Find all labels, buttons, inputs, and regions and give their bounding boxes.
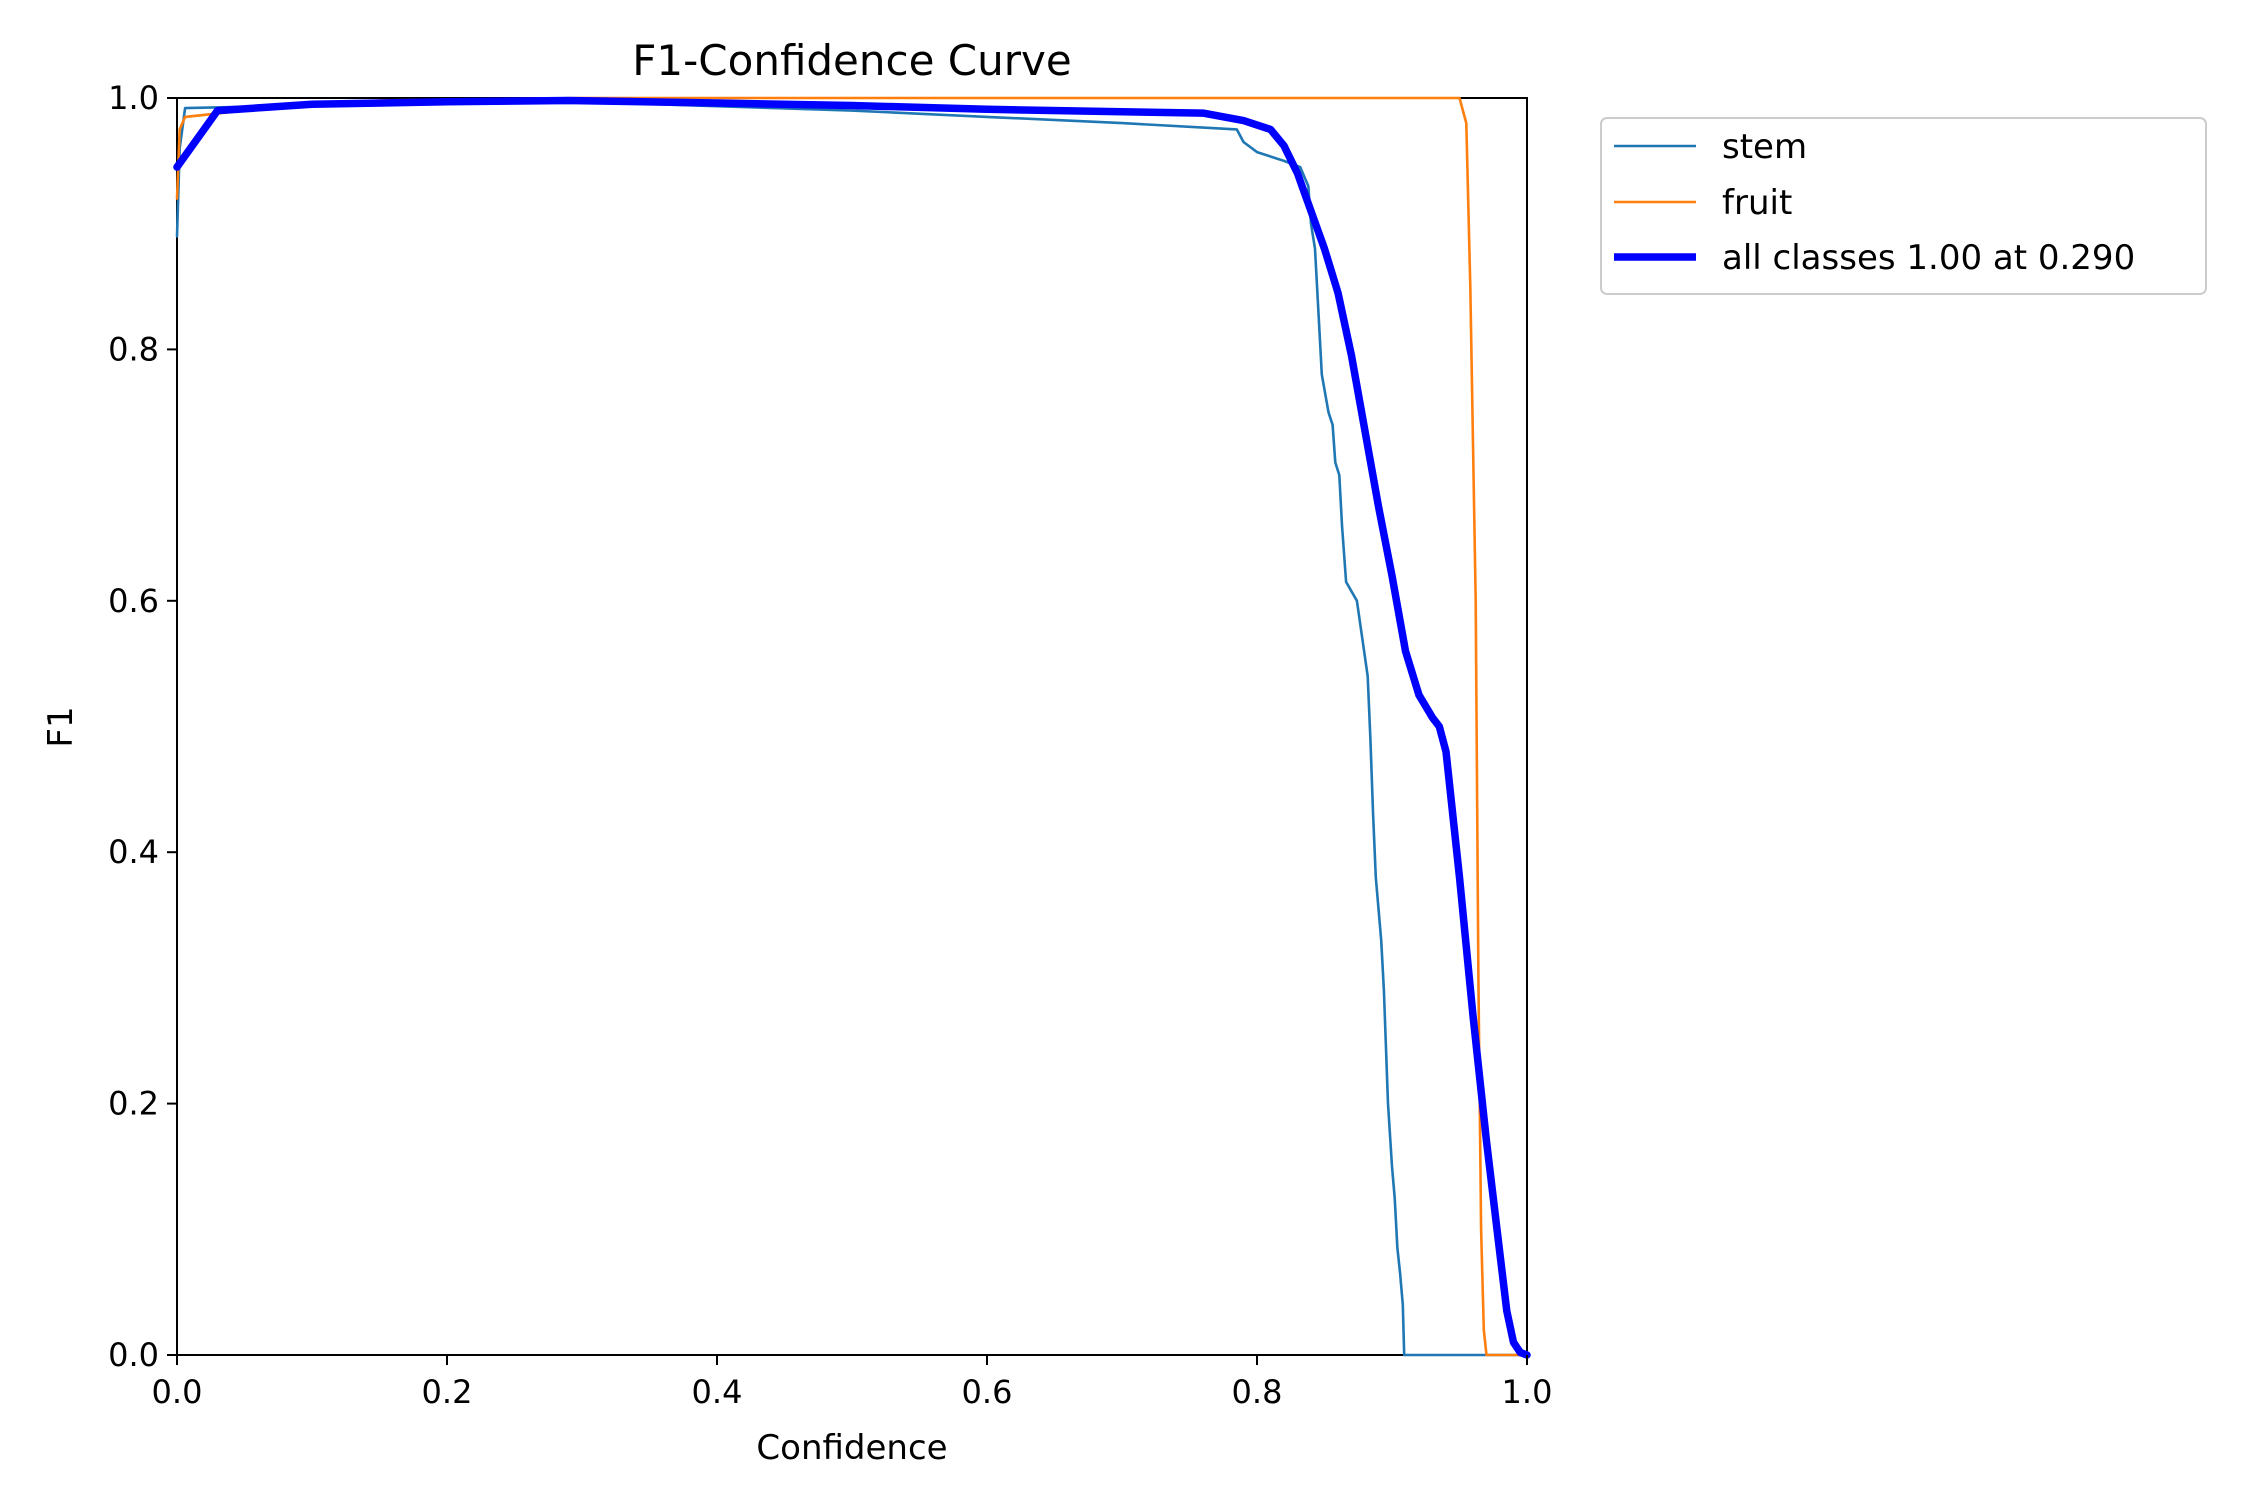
y-tick-label: 0.4 bbox=[108, 833, 159, 871]
legend: stem fruit all classes 1.00 at 0.290 bbox=[1601, 118, 2206, 294]
y-tick-label: 0.0 bbox=[108, 1336, 159, 1374]
plot-area bbox=[177, 98, 1527, 1355]
x-tick-label: 0.4 bbox=[692, 1373, 743, 1411]
legend-label-stem: stem bbox=[1722, 127, 1807, 167]
y-tick-label: 0.8 bbox=[108, 330, 159, 368]
x-axis-ticks: 0.0 0.2 0.4 0.6 0.8 1.0 bbox=[152, 1355, 1553, 1411]
y-tick-label: 0.6 bbox=[108, 582, 159, 620]
x-axis-label: Confidence bbox=[756, 1428, 947, 1468]
series-line-stem bbox=[177, 102, 1527, 1355]
series-line-all-classes bbox=[177, 101, 1527, 1356]
series-line-fruit bbox=[177, 98, 1527, 1355]
y-tick-label: 1.0 bbox=[108, 79, 159, 117]
x-tick-label: 0.8 bbox=[1232, 1373, 1283, 1411]
chart-title: F1-Confidence Curve bbox=[632, 36, 1071, 85]
y-axis-ticks: 0.0 0.2 0.4 0.6 0.8 1.0 bbox=[108, 79, 177, 1374]
legend-label-fruit: fruit bbox=[1722, 183, 1792, 223]
plot-frame bbox=[177, 98, 1527, 1355]
y-axis-label: F1 bbox=[41, 706, 81, 747]
x-tick-label: 0.6 bbox=[962, 1373, 1013, 1411]
x-tick-label: 0.2 bbox=[422, 1373, 473, 1411]
y-tick-label: 0.2 bbox=[108, 1085, 159, 1123]
legend-label-all-classes: all classes 1.00 at 0.290 bbox=[1722, 238, 2135, 278]
x-tick-label: 0.0 bbox=[152, 1373, 203, 1411]
series-layer bbox=[177, 98, 1527, 1355]
x-tick-label: 1.0 bbox=[1502, 1373, 1553, 1411]
